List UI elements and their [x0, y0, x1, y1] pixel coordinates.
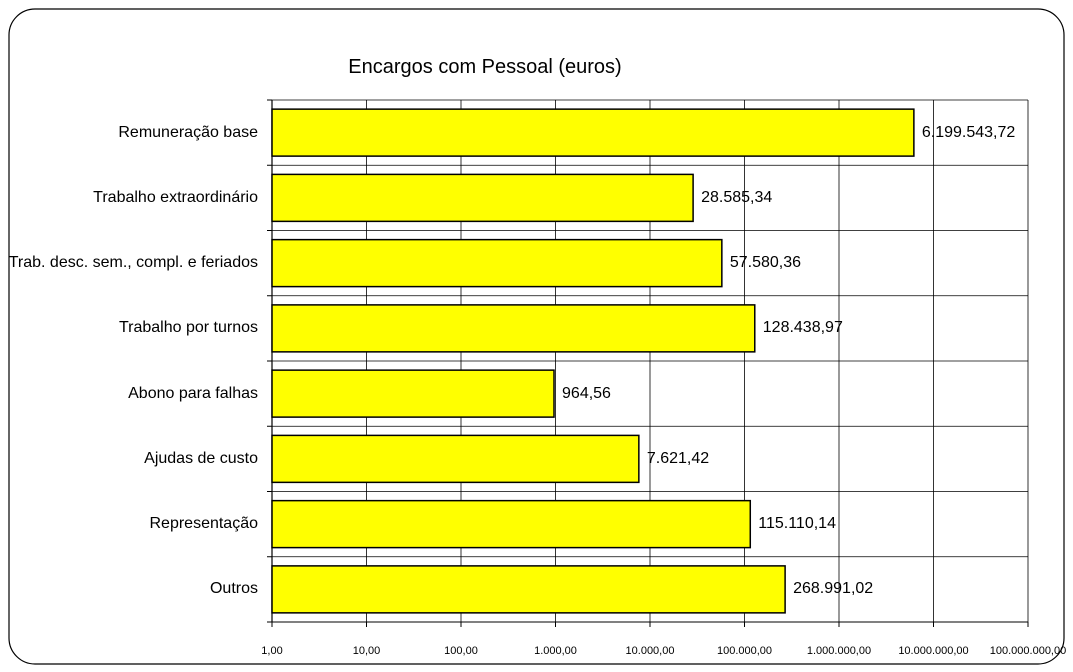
y-tick-label: Trab. desc. sem., compl. e feriados	[8, 231, 258, 296]
x-tick-label: 10,00	[353, 645, 381, 657]
bar	[271, 499, 752, 549]
data-label: 6.199.543,72	[921, 123, 1016, 141]
x-tick-label: 1.000,00	[534, 645, 577, 657]
y-tick-text: Outros	[209, 580, 258, 598]
y-tick-text: Representação	[149, 515, 258, 533]
data-label: 964,56	[562, 384, 611, 402]
y-tick-text: Trab. desc. sem., compl. e feriados	[8, 254, 258, 272]
x-tick-label: 100,00	[444, 645, 478, 657]
bar	[271, 369, 555, 418]
y-tick-text: Ajudas de custo	[144, 449, 258, 467]
bar	[271, 434, 640, 484]
y-tick-label: Trabalho por turnos	[8, 296, 258, 361]
y-tick-label: Outros	[8, 557, 258, 622]
y-tick-text: Remuneração base	[118, 123, 258, 141]
data-label: 268.991,02	[793, 580, 874, 598]
bar	[271, 304, 756, 353]
data-label: 128.438,97	[762, 319, 843, 337]
y-tick-label: Abono para falhas	[8, 361, 258, 426]
data-label: 7.621,42	[646, 449, 710, 467]
y-tick-label: Trabalho extraordinário	[8, 165, 258, 230]
bar	[271, 108, 915, 157]
x-tick-label: 1.000.000,00	[807, 645, 871, 657]
x-tick-label: 1,00	[261, 645, 282, 657]
data-label: 115.110,14	[758, 515, 836, 533]
y-tick-text: Abono para falhas	[128, 384, 258, 402]
y-tick-text: Trabalho extraordinário	[93, 188, 258, 206]
bar	[271, 238, 723, 288]
y-tick-label: Representação	[8, 492, 258, 557]
x-tick-label: 100.000,00	[717, 645, 772, 657]
x-tick-label: 10.000,00	[626, 645, 675, 657]
bar	[271, 173, 694, 223]
bar	[271, 565, 786, 614]
x-tick-label: 10.000.000,00	[898, 645, 968, 657]
chart-title: Encargos com Pessoal (euros)	[348, 56, 622, 78]
data-label: 28.585,34	[701, 188, 773, 206]
y-tick-text: Trabalho por turnos	[118, 319, 258, 337]
data-label: 57.580,36	[729, 254, 802, 272]
x-tick-label: 100.000.000,00	[990, 645, 1066, 657]
y-tick-label: Ajudas de custo	[8, 426, 258, 491]
y-tick-label: Remuneração base	[8, 100, 258, 165]
